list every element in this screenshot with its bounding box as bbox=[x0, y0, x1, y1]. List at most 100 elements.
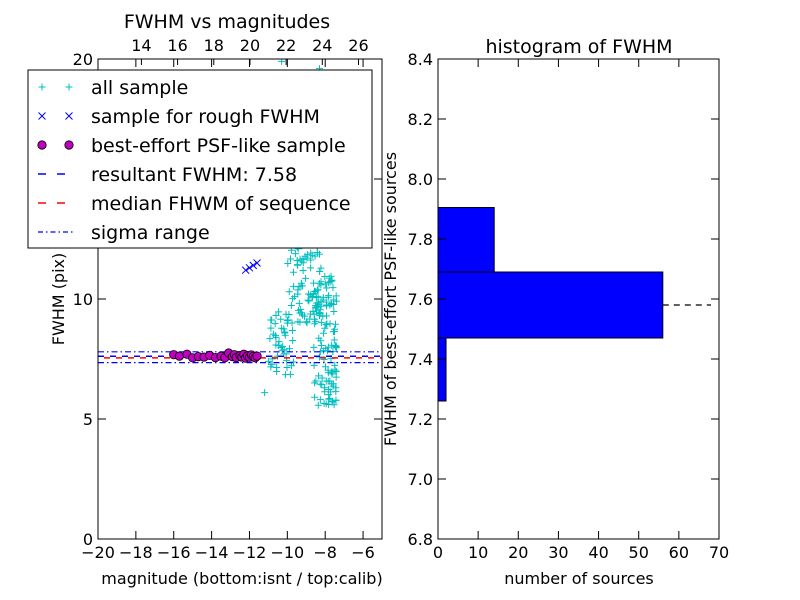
histogram-panel: histogram of FWHM 0 10 20 30 40 50 60 70 6.8 7.0 7… bbox=[381, 36, 729, 588]
all-sample-point bbox=[327, 300, 335, 308]
all-sample-point bbox=[294, 290, 302, 298]
x-tick-label: −18 bbox=[119, 543, 153, 562]
hist-x-tick-label: 50 bbox=[629, 543, 649, 562]
all-sample-point bbox=[307, 264, 315, 272]
hist-y-tick-label: 7.4 bbox=[408, 350, 433, 369]
all-sample-point bbox=[298, 257, 306, 265]
all-sample-point bbox=[313, 286, 321, 294]
all-sample-point bbox=[314, 372, 322, 380]
x-tick-label: −20 bbox=[81, 543, 115, 562]
all-sample-point bbox=[329, 284, 337, 292]
top-x-tick-label: 14 bbox=[131, 36, 151, 55]
all-sample-point bbox=[318, 374, 326, 382]
all-sample-point bbox=[307, 249, 315, 257]
all-sample-point bbox=[275, 338, 283, 346]
all-sample-point bbox=[271, 332, 279, 340]
all-sample-point bbox=[274, 341, 282, 349]
all-sample-point bbox=[282, 310, 290, 318]
all-sample-point bbox=[317, 281, 325, 289]
all-sample-point bbox=[318, 381, 326, 389]
scatter-axis-ticks: −20−18−16−14−12−10−8−6051015201416182022… bbox=[73, 36, 382, 562]
legend-marker bbox=[65, 83, 73, 91]
all-sample-point bbox=[332, 373, 340, 381]
top-x-tick-label: 22 bbox=[276, 36, 296, 55]
all-sample-point bbox=[288, 319, 296, 327]
all-sample-point bbox=[280, 325, 288, 333]
all-sample-point bbox=[325, 391, 333, 399]
all-sample-point bbox=[310, 315, 318, 323]
all-sample-point bbox=[332, 292, 340, 300]
all-sample-point bbox=[264, 357, 272, 365]
x-tick-label: −16 bbox=[157, 543, 191, 562]
hist-y-tick-label: 8.2 bbox=[408, 110, 433, 129]
histogram-bar bbox=[437, 337, 447, 402]
y-tick-label: 20 bbox=[73, 50, 93, 69]
all-sample-point bbox=[319, 312, 327, 320]
x-tick-label: −10 bbox=[270, 543, 304, 562]
all-sample-point bbox=[315, 279, 323, 287]
hist-x-tick-label: 20 bbox=[508, 543, 528, 562]
all-sample-point bbox=[310, 290, 318, 298]
all-sample-point bbox=[295, 283, 303, 291]
x-tick-label: −12 bbox=[233, 543, 267, 562]
hist-y-tick-label: 7.0 bbox=[408, 470, 433, 489]
scatter-panel: FWHM vs magnitudes −20 −18 −16 −14 −12 −10 −8−… bbox=[27, 11, 383, 588]
all-sample-point bbox=[316, 267, 324, 275]
hist-y-tick-label: 7.8 bbox=[408, 230, 433, 249]
all-sample-point bbox=[295, 299, 303, 307]
legend-marker bbox=[38, 83, 46, 91]
top-x-tick-label: 26 bbox=[348, 36, 368, 55]
all-sample-point bbox=[323, 284, 331, 292]
all-sample-point bbox=[282, 350, 290, 358]
all-sample-point bbox=[324, 369, 332, 377]
hist-x-tick-label: 30 bbox=[548, 543, 568, 562]
all-sample-point bbox=[317, 318, 325, 326]
legend-label: best-effort PSF-like sample bbox=[91, 135, 346, 157]
all-sample-point bbox=[275, 308, 283, 316]
all-sample-point bbox=[272, 333, 280, 341]
hist-y-tick-label: 7.2 bbox=[408, 410, 433, 429]
legend-box bbox=[27, 69, 373, 249]
histogram-title: histogram of FWHM bbox=[485, 36, 672, 58]
all-sample-point bbox=[267, 363, 275, 371]
all-sample-point bbox=[321, 324, 329, 332]
all-sample-point bbox=[314, 401, 322, 409]
hist-y-tick-label: 6.8 bbox=[408, 530, 433, 549]
all-sample-point bbox=[323, 301, 331, 309]
all-sample-point bbox=[293, 257, 301, 265]
all-sample-point bbox=[332, 342, 340, 350]
legend-marker bbox=[65, 112, 73, 120]
y-tick-label: 0 bbox=[83, 530, 93, 549]
all-sample-point bbox=[326, 278, 334, 286]
all-sample-point bbox=[310, 343, 318, 351]
all-sample-point bbox=[322, 321, 330, 329]
all-sample-point bbox=[312, 304, 320, 312]
all-sample-point bbox=[296, 318, 304, 326]
hist-y-tick-label: 8.4 bbox=[408, 50, 433, 69]
all-sample-point bbox=[311, 393, 319, 401]
all-sample-point bbox=[289, 268, 297, 276]
all-sample-point bbox=[316, 396, 324, 404]
all-sample-point bbox=[329, 380, 337, 388]
top-x-tick-label: 20 bbox=[240, 36, 260, 55]
all-sample-point bbox=[320, 399, 328, 407]
x-tick-label: −8 bbox=[313, 543, 337, 562]
all-sample-point bbox=[314, 292, 322, 300]
rough-sample-point bbox=[253, 259, 261, 267]
all-sample-point bbox=[287, 362, 295, 370]
all-sample-point bbox=[284, 259, 292, 267]
legend-label: sample for rough FWHM bbox=[91, 106, 320, 128]
histogram-x-axis-label: number of sources bbox=[504, 569, 654, 588]
all-sample-point bbox=[315, 250, 323, 258]
histogram-y-axis-label: FWHM of best-effort PSF-like sources bbox=[381, 152, 400, 446]
all-sample-point bbox=[316, 380, 324, 388]
hist-y-tick-label: 8.0 bbox=[408, 170, 433, 189]
all-sample-point bbox=[319, 296, 327, 304]
all-sample-point bbox=[272, 311, 280, 319]
all-sample-point bbox=[273, 364, 281, 372]
all-sample-point bbox=[317, 264, 325, 272]
y-tick-label: 10 bbox=[73, 290, 93, 309]
legend-label: sigma range bbox=[91, 222, 210, 244]
all-sample-point bbox=[302, 318, 310, 326]
scatter-y-axis-label: FWHM (pix) bbox=[49, 253, 68, 346]
